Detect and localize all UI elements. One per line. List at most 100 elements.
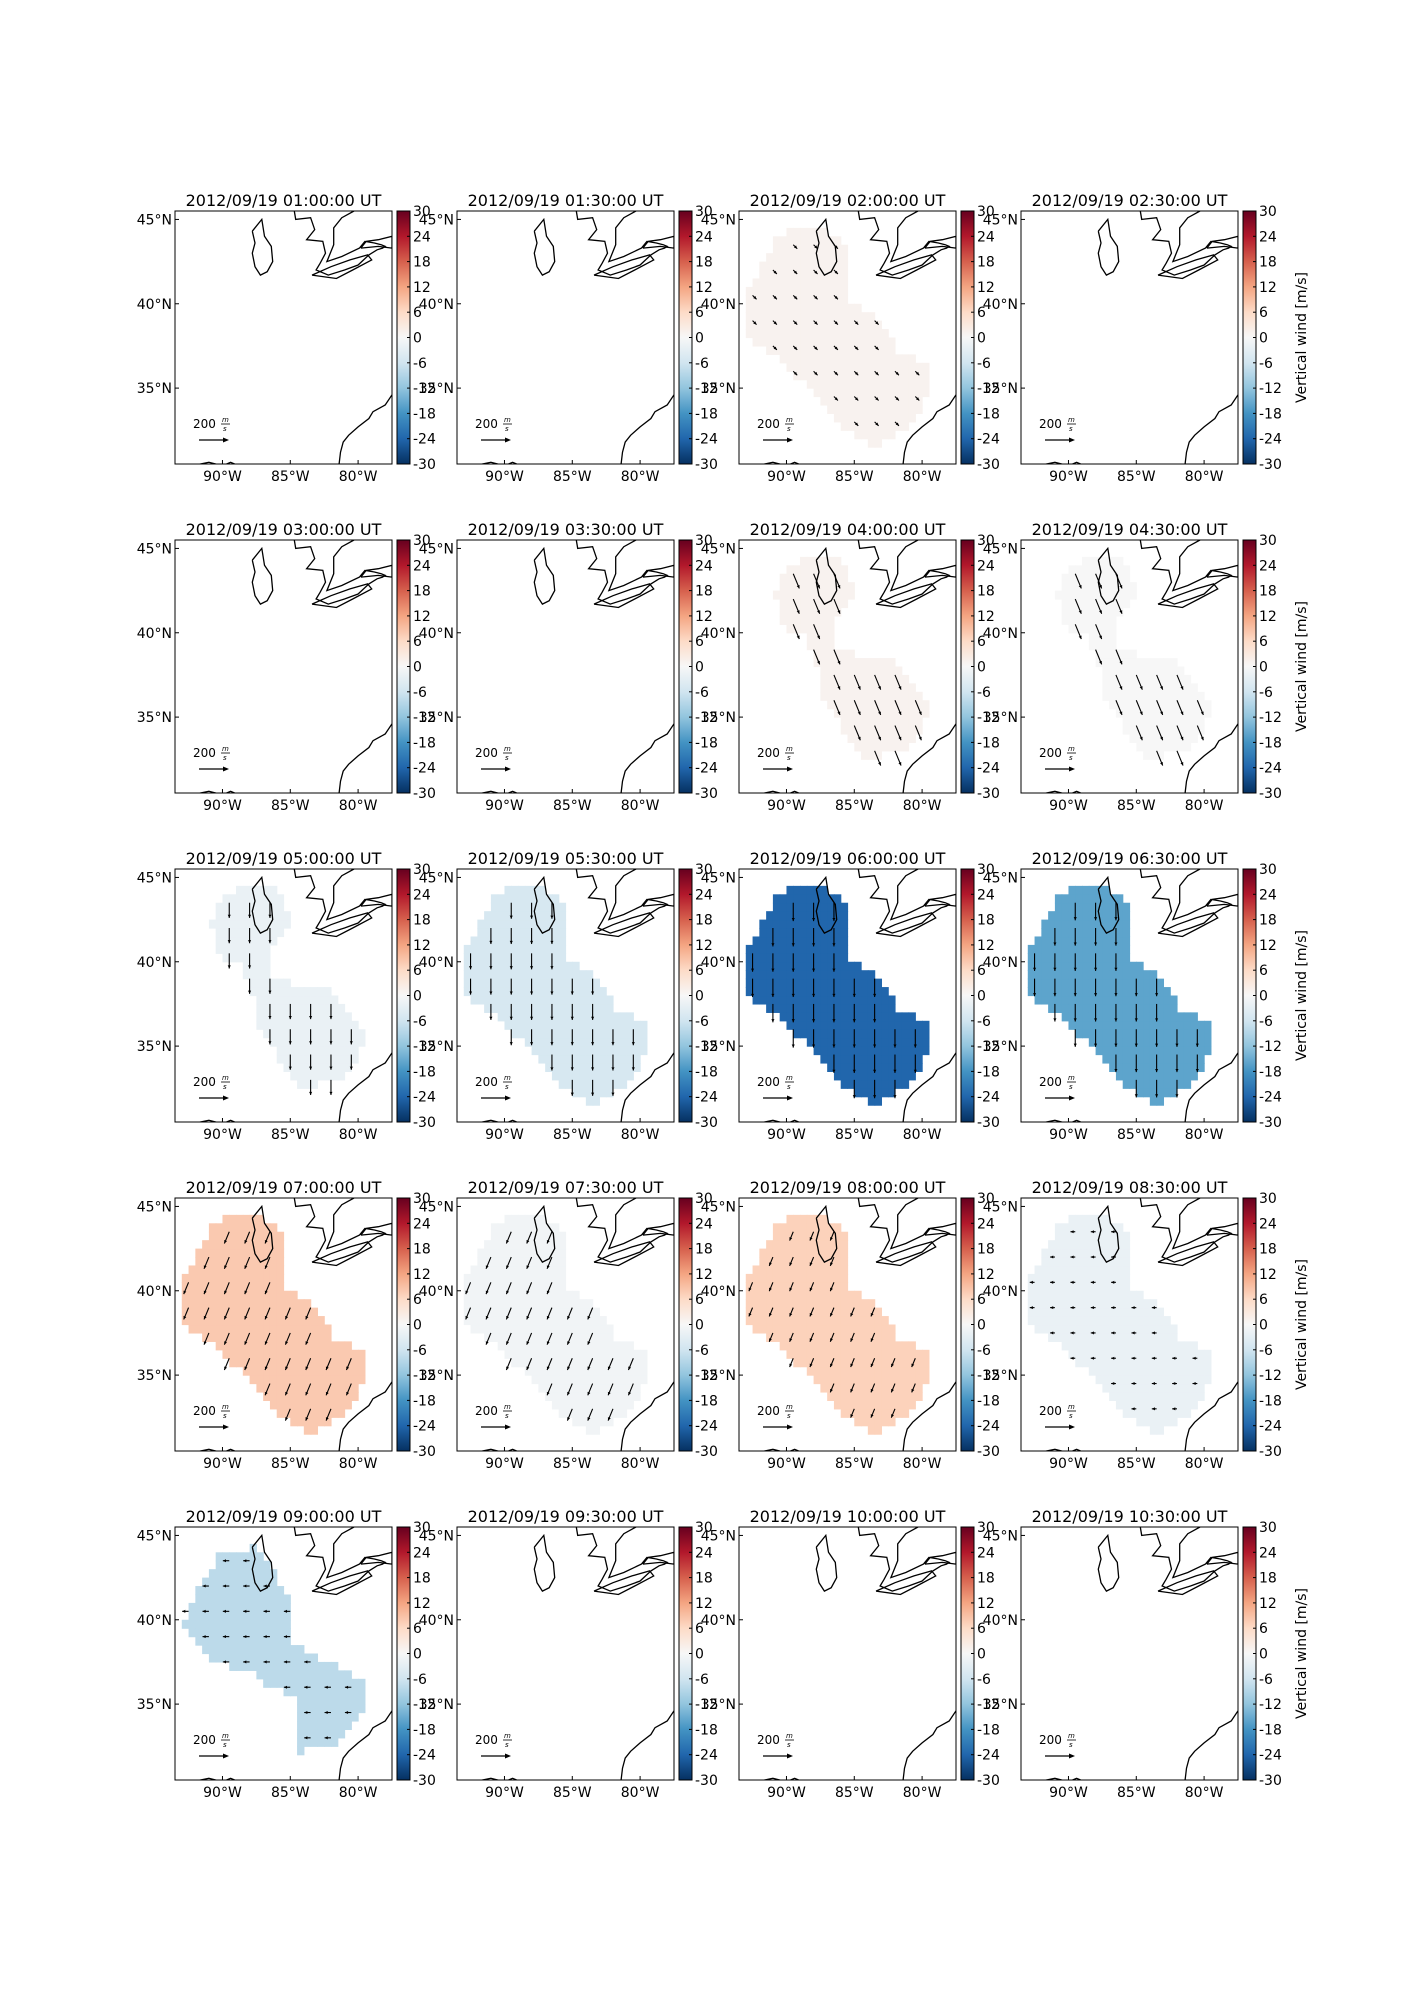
heatmap-cell — [1082, 1324, 1090, 1334]
wind-arrow — [227, 902, 231, 918]
heatmap-cell — [1149, 1417, 1158, 1427]
heatmap-cell — [861, 978, 869, 988]
heatmap-cell — [1054, 970, 1063, 980]
heatmap-cell — [208, 919, 217, 929]
heatmap-cell — [1041, 1316, 1049, 1326]
heatmap-cell — [1102, 615, 1110, 625]
heatmap-cell — [592, 978, 601, 988]
heatmap-cell — [1075, 987, 1083, 997]
heatmap-cell — [1109, 556, 1117, 566]
wind-arrow — [329, 1079, 333, 1096]
heatmap-cell — [1163, 683, 1171, 693]
heatmap-cell — [524, 1003, 533, 1013]
heatmap-cell — [867, 396, 876, 406]
heatmap-cell — [565, 1003, 573, 1013]
heatmap-cell — [592, 1391, 601, 1401]
heatmap-cell — [786, 1307, 794, 1317]
heatmap-cell — [249, 1324, 257, 1334]
heatmap-cell — [786, 978, 794, 988]
heatmap-cell — [827, 573, 835, 583]
heatmap-cell — [901, 700, 910, 710]
heatmap-cell — [310, 1375, 319, 1385]
heatmap-cell — [867, 404, 876, 414]
heatmap-cell — [901, 396, 910, 406]
heatmap-cell — [1075, 1240, 1083, 1250]
heatmap-cell — [504, 902, 512, 912]
colorbar-tick-label: -6 — [695, 1343, 709, 1359]
heatmap-cell — [752, 1273, 760, 1283]
colorbar-tick-label: 24 — [695, 887, 713, 903]
heatmap-cell — [504, 1003, 512, 1013]
heatmap-cell — [256, 1316, 264, 1326]
heatmap-cell — [330, 1720, 339, 1730]
ytick-label: 40°N — [137, 955, 172, 971]
heatmap-cell — [888, 1062, 896, 1072]
heatmap-cell — [202, 1619, 210, 1629]
colorbar-tick-label: 6 — [977, 1292, 986, 1308]
heatmap-cell — [202, 1611, 210, 1621]
heatmap-cell — [242, 953, 251, 963]
heatmap-cell — [847, 371, 855, 381]
heatmap-cell — [290, 1341, 298, 1351]
heatmap-cell — [229, 1265, 237, 1275]
heatmap-cell — [1129, 733, 1137, 743]
heatmap-cell — [565, 1029, 573, 1039]
heatmap-cell — [490, 1324, 499, 1334]
heatmap-cell — [1163, 1400, 1171, 1410]
heatmap-cell — [908, 1037, 916, 1047]
heatmap-cell — [800, 261, 808, 271]
heatmap-cell — [310, 1729, 319, 1739]
coastlines — [761, 211, 956, 464]
heatmap-cell — [847, 970, 855, 980]
heatmap-cell — [1102, 1240, 1110, 1250]
heatmap-cell — [1095, 995, 1103, 1005]
heatmap-cell — [1048, 944, 1056, 954]
heatmap-cell — [1109, 936, 1117, 946]
ytick-label: 35°N — [701, 1039, 736, 1055]
wind-arrow — [485, 1332, 492, 1345]
heatmap-cell — [1129, 1003, 1137, 1013]
wind-arrow — [792, 320, 798, 325]
heatmap-cell — [351, 1383, 359, 1393]
xtick-label: 85°W — [271, 1785, 310, 1801]
heatmap-cell — [599, 1417, 607, 1427]
heatmap-cell — [222, 1316, 230, 1326]
heatmap-cell — [572, 970, 580, 980]
heatmap-cell — [1041, 936, 1049, 946]
heatmap-cell — [477, 1265, 485, 1275]
heatmap-cell — [330, 1003, 339, 1013]
heatmap-cell — [358, 1678, 366, 1688]
heatmap-cell — [861, 404, 869, 414]
heatmap-cell — [344, 1341, 352, 1351]
heatmap-cell — [820, 1020, 828, 1030]
heatmap-cell — [867, 1003, 876, 1013]
heatmap-cell — [766, 320, 774, 330]
heatmap-cell — [847, 1341, 855, 1351]
heatmap-cell — [1048, 911, 1056, 921]
heatmap-cell — [269, 911, 278, 921]
heatmap-cell — [1109, 674, 1117, 684]
heatmap-cell — [833, 1037, 842, 1047]
wind-arrow — [227, 928, 231, 944]
heatmap-cell — [800, 236, 808, 246]
heatmap-cell — [208, 1628, 217, 1638]
wind-arrow — [1131, 1407, 1137, 1411]
heatmap-region — [1027, 1214, 1212, 1435]
heatmap-cell — [881, 1358, 889, 1368]
heatmap-cell — [599, 1349, 607, 1359]
wind-arrow — [809, 1307, 815, 1317]
heatmap-cell — [565, 995, 573, 1005]
xtick-label: 90°W — [1049, 798, 1088, 814]
heatmap-cell — [874, 1079, 883, 1089]
wind-arrow — [526, 1332, 533, 1345]
heatmap-cell — [1027, 953, 1036, 963]
heatmap-cell — [276, 1375, 285, 1385]
heatmap-cell — [497, 953, 506, 963]
heatmap-cell — [786, 295, 794, 305]
wind-arrow — [1090, 1230, 1096, 1234]
heatmap-cell — [1054, 1240, 1063, 1250]
heatmap-cell — [524, 970, 533, 980]
heatmap-cell — [484, 1290, 492, 1300]
heatmap-cell — [592, 1417, 601, 1427]
wind-arrow — [1090, 1356, 1096, 1360]
